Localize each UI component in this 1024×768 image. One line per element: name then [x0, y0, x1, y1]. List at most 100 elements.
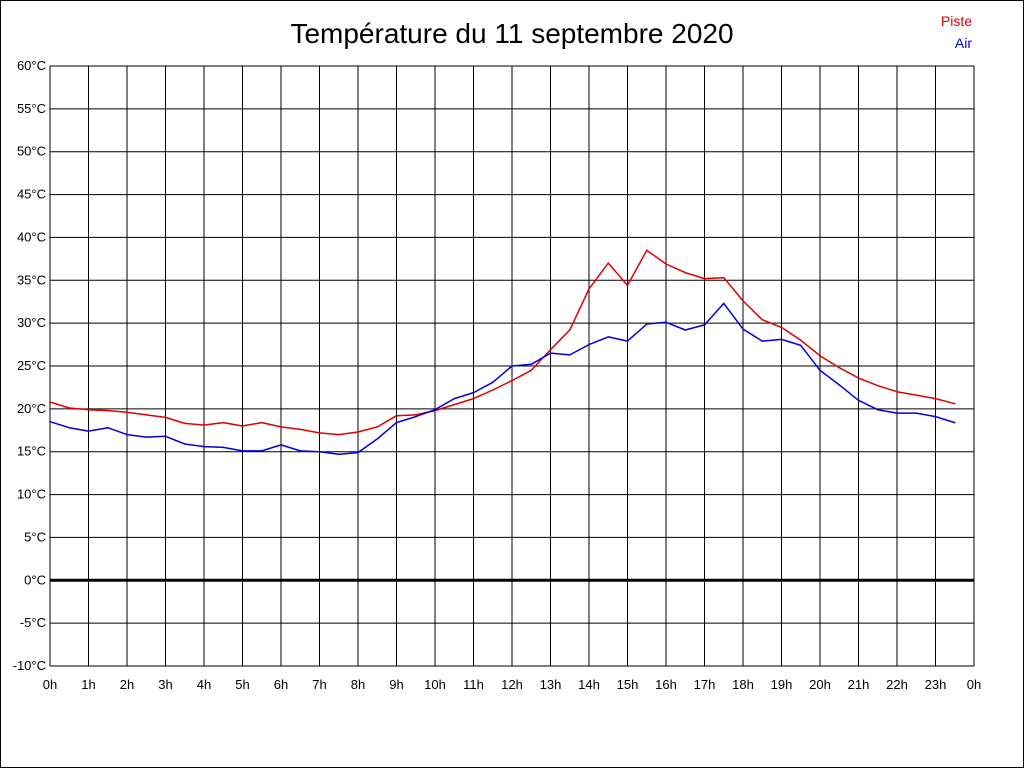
data-point-piste: [742, 300, 744, 302]
x-tick-label: 13h: [540, 677, 562, 692]
data-point-air: [645, 323, 648, 325]
x-tick-label: 22h: [886, 677, 908, 692]
data-point-air: [318, 450, 321, 453]
x-tick-label: 6h: [274, 677, 288, 692]
data-point-air: [414, 415, 417, 418]
x-tick-label: 9h: [389, 677, 403, 692]
data-point-piste: [857, 377, 860, 379]
x-tick-label: 7h: [312, 677, 326, 692]
data-point-air: [819, 369, 821, 372]
data-point-air: [68, 426, 71, 429]
data-point-air: [530, 363, 533, 366]
series-line-piste: [49, 249, 955, 436]
x-tick-label: 4h: [197, 677, 211, 692]
data-point-air: [472, 391, 475, 394]
data-point-piste: [145, 414, 148, 416]
data-point-air: [915, 412, 918, 414]
x-tick-label: 23h: [925, 677, 947, 692]
series-line-air: [49, 302, 956, 456]
y-tick-label: 40°C: [17, 229, 46, 244]
legend-air: Air: [954, 35, 972, 51]
data-point-piste: [703, 277, 706, 280]
data-point-piste: [953, 402, 956, 405]
data-point-piste: [780, 326, 783, 329]
data-point-air: [838, 384, 841, 386]
x-tick-label: 11h: [463, 677, 484, 692]
data-point-piste: [511, 379, 513, 382]
data-point-air: [934, 415, 937, 418]
data-point-piste: [183, 422, 186, 425]
x-tick-label: 19h: [771, 677, 793, 692]
data-point-air: [896, 412, 898, 414]
x-tick-label: 12h: [501, 677, 523, 692]
x-tick-label: 0h: [967, 677, 981, 692]
data-point-piste: [626, 284, 629, 287]
data-point-piste: [414, 414, 417, 416]
data-point-piste: [799, 339, 802, 342]
data-point-air: [568, 354, 571, 356]
y-tick-label: 50°C: [17, 144, 46, 159]
data-point-air: [164, 435, 167, 438]
data-point-air: [106, 426, 109, 429]
data-point-piste: [761, 318, 764, 321]
data-point-piste: [280, 426, 282, 428]
data-point-air: [761, 340, 764, 342]
data-point-air: [684, 329, 687, 331]
data-point-piste: [896, 390, 898, 393]
data-point-piste: [106, 409, 109, 412]
x-tick-label: 16h: [655, 677, 677, 692]
y-tick-labels: 60°C 55°C 50°C 45°C 40°C 35°C 30°C 25°C 20°C 15°C…: [13, 58, 46, 673]
y-tick-label: 35°C: [17, 272, 46, 287]
data-point-piste: [395, 414, 398, 417]
data-point-piste: [203, 424, 205, 426]
data-point-piste: [491, 389, 494, 391]
x-tick-label: 1h: [81, 677, 95, 692]
legend-piste: Piste: [940, 13, 972, 29]
data-point-air: [376, 438, 379, 440]
data-point-piste: [876, 384, 879, 387]
data-point-piste: [241, 425, 244, 427]
data-point-air: [241, 450, 244, 452]
data-point-air: [434, 408, 436, 411]
data-point-air: [87, 430, 90, 432]
x-tick-label: 5h: [235, 677, 249, 692]
data-point-air: [665, 321, 667, 324]
data-point-piste: [684, 271, 687, 274]
data-point-air: [280, 444, 282, 446]
data-point-piste: [376, 426, 379, 428]
data-point-piste: [260, 421, 263, 424]
x-tick-labels: 0h 1h 2h 3h 4h 5h 6h 7h 8h 9h 10h 11h 12h 13h 14h 15h 16…: [43, 677, 981, 692]
data-point-air: [145, 436, 148, 438]
data-point-air: [260, 450, 263, 452]
y-tick-label: 25°C: [17, 358, 46, 373]
data-point-air: [299, 450, 302, 452]
y-tick-label: 5°C: [24, 529, 46, 544]
data-point-air: [588, 343, 590, 346]
data-point-piste: [549, 348, 552, 351]
data-point-air: [203, 445, 205, 448]
data-point-piste: [568, 329, 571, 331]
y-tick-label: -5°C: [20, 615, 46, 630]
data-point-air: [549, 352, 552, 354]
data-point-air: [953, 421, 956, 424]
y-tick-label: -10°C: [13, 658, 46, 673]
x-tick-label: 17h: [694, 677, 716, 692]
data-point-piste: [645, 249, 648, 252]
data-point-air: [395, 421, 398, 424]
data-point-air: [222, 446, 225, 449]
x-tick-label: 15h: [617, 677, 639, 692]
data-point-piste: [607, 262, 610, 264]
data-point-piste: [722, 276, 725, 279]
data-point-piste: [472, 397, 475, 400]
data-point-air: [49, 420, 51, 423]
data-point-piste: [453, 403, 456, 406]
data-point-air: [857, 399, 860, 402]
x-tick-label: 21h: [848, 677, 870, 692]
x-tick-label: 3h: [158, 677, 172, 692]
data-point-air: [357, 451, 359, 454]
chart-title: Température du 11 septembre 2020: [290, 18, 734, 49]
data-point-air: [453, 397, 456, 400]
data-point-air: [703, 324, 706, 326]
data-point-air: [626, 340, 629, 342]
